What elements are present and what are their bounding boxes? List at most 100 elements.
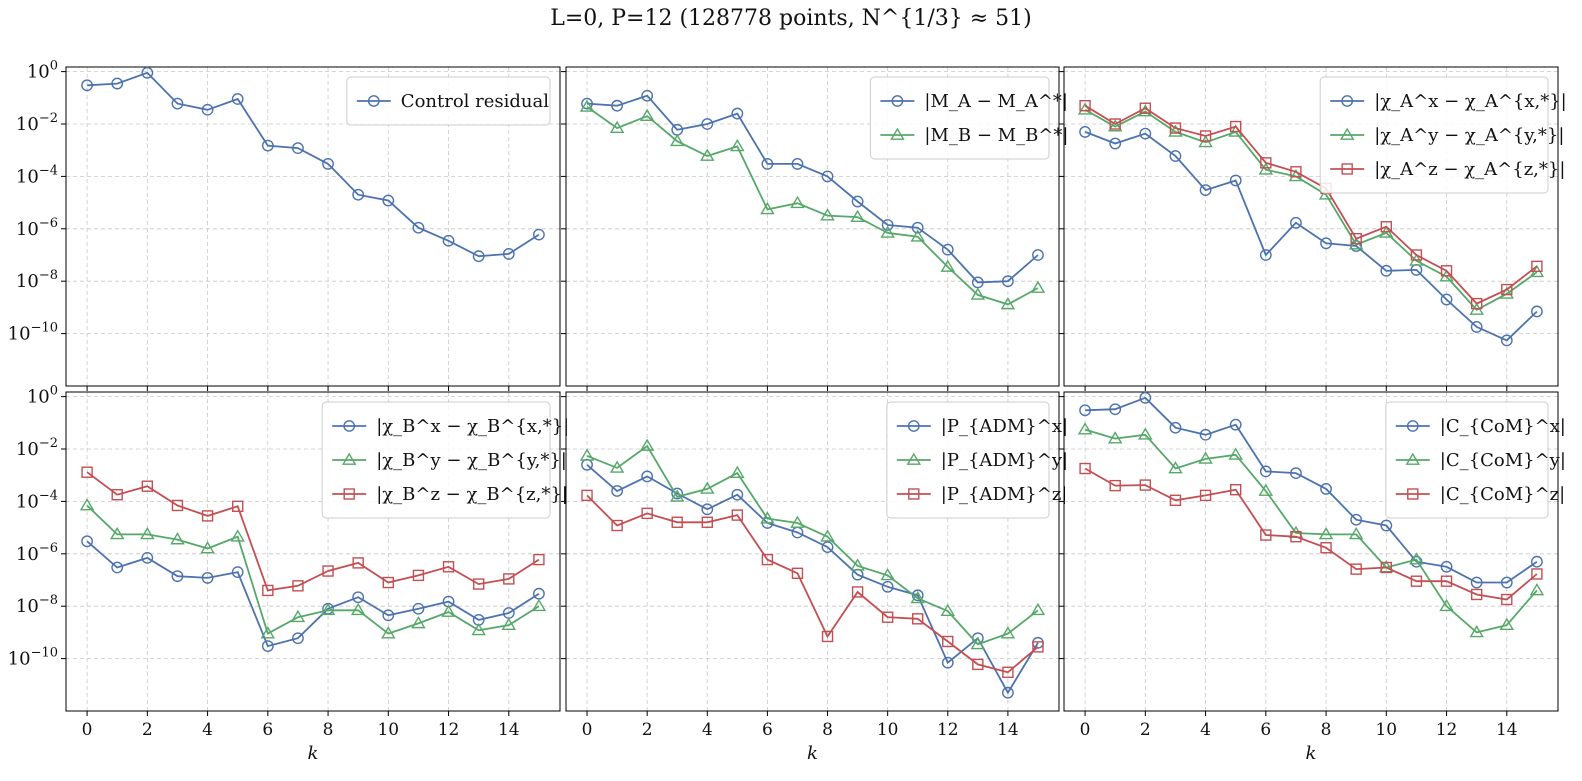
data-point [322, 158, 334, 170]
data-point [533, 228, 545, 241]
legend-marker [891, 95, 904, 107]
data-point [1500, 576, 1513, 589]
legend-entry: |P_{ADM}^z| [896, 484, 1068, 505]
data-point [730, 139, 745, 152]
data-point [472, 578, 485, 590]
data-point [1380, 561, 1393, 574]
axes-frame [65, 66, 561, 387]
data-point [1499, 286, 1515, 299]
data-point [533, 553, 545, 566]
x-tick-label: 12 [1436, 720, 1458, 740]
data-point [1440, 575, 1453, 587]
legend-marker [1341, 95, 1354, 107]
series-line [586, 94, 1039, 284]
data-point [81, 79, 93, 92]
data-point [1000, 626, 1016, 639]
legend-label: |P_{ADM}^x| [941, 416, 1068, 437]
legend-entry: |M_A − M_A^*| [880, 91, 1068, 112]
series-3 [81, 466, 545, 597]
y-tick-label: 10−4 [16, 163, 58, 187]
legend-label: |χ_A^x − χ_A^{x,*}| [1374, 91, 1567, 112]
data-point [350, 602, 366, 616]
legend-label: |M_B − M_B^*| [924, 125, 1068, 146]
legend-marker [1341, 163, 1353, 175]
data-point [1470, 321, 1483, 333]
data-point [382, 576, 395, 589]
data-point [81, 535, 93, 548]
chart-panel-5: 0 2 4 6 8 10 12 14k|P_{ADM}^x||P_{ADM}^y||P_{AD… [561, 391, 1068, 764]
data-point [1079, 99, 1091, 112]
data-point [231, 566, 244, 579]
data-point [1350, 563, 1362, 575]
series-line [1084, 104, 1538, 305]
data-point [502, 248, 515, 260]
x-tick-label: 14 [1496, 720, 1518, 740]
axes-frame [565, 66, 1060, 387]
data-point [911, 221, 924, 234]
legend-label: |χ_B^x − χ_B^{x,*}| [376, 416, 569, 437]
data-point [940, 603, 955, 617]
data-point [533, 587, 545, 600]
legend-marker [367, 95, 380, 107]
series-line [586, 494, 1039, 674]
legend-entry: |C_{CoM}^x| [1395, 416, 1566, 437]
chart-panel-6: 0 2 4 6 8 10 12 14k|C_{CoM}^x||C_{CoM}^y||C_{Co… [1059, 391, 1566, 764]
data-point [1470, 297, 1483, 310]
data-point [1380, 221, 1393, 233]
data-point [1320, 483, 1332, 495]
data-point [910, 229, 925, 242]
data-point [1350, 240, 1363, 252]
x-tick-label: 8 [822, 720, 833, 740]
x-tick-label: 12 [438, 720, 460, 740]
legend-label: |C_{CoM}^z| [1440, 484, 1565, 505]
legend-marker [1405, 452, 1421, 465]
data-point [1531, 555, 1543, 568]
data-point [761, 158, 774, 170]
data-point [322, 565, 334, 577]
y-tick-label: 10−8 [16, 593, 58, 617]
data-point [81, 466, 93, 478]
figure-title-text: L=0, P=12 (128778 points, N^{1/3} ≈ 51) [550, 6, 1032, 31]
data-point [1199, 184, 1212, 197]
data-point [701, 516, 713, 528]
legend-marker [1407, 488, 1419, 500]
x-tick-label: 2 [142, 720, 153, 740]
data-point [671, 516, 683, 528]
x-tick-label: 2 [1140, 720, 1151, 740]
data-point [1199, 130, 1212, 142]
data-point [1258, 162, 1274, 175]
data-point [1199, 428, 1212, 441]
data-point [1470, 576, 1483, 589]
data-point [1079, 125, 1091, 138]
data-point [1531, 568, 1543, 580]
y-tick-label: 100 [27, 384, 58, 408]
data-point [1531, 260, 1543, 273]
legend-label: |M_A − M_A^*| [924, 91, 1068, 112]
data-point [412, 602, 425, 615]
series-3 [1079, 99, 1543, 310]
data-point [670, 133, 685, 147]
data-point [820, 208, 835, 221]
data-point [501, 617, 517, 631]
data-point [941, 243, 954, 256]
data-point [382, 194, 395, 207]
data-point [352, 591, 365, 604]
data-point [111, 561, 124, 574]
legend-label: |C_{CoM}^x| [1440, 416, 1566, 437]
chart-panel-3: |χ_A^x − χ_A^{x,*}| |χ_A^y − χ_A^{y,*}| |χ… [1059, 66, 1567, 391]
data-point [821, 541, 834, 554]
legend-marker [1339, 127, 1355, 140]
legend-marker [1406, 420, 1419, 432]
series-line [86, 504, 540, 635]
legend-marker [341, 452, 357, 465]
data-point [1139, 102, 1152, 114]
data-point [1229, 483, 1242, 496]
data-point [1001, 275, 1014, 288]
data-point [912, 613, 924, 625]
data-point [1288, 169, 1304, 182]
data-point [1259, 249, 1272, 261]
legend-label: |P_{ADM}^z| [941, 484, 1068, 505]
x-axis-label: k [807, 743, 818, 764]
data-point [261, 139, 274, 152]
data-point [1001, 686, 1014, 699]
